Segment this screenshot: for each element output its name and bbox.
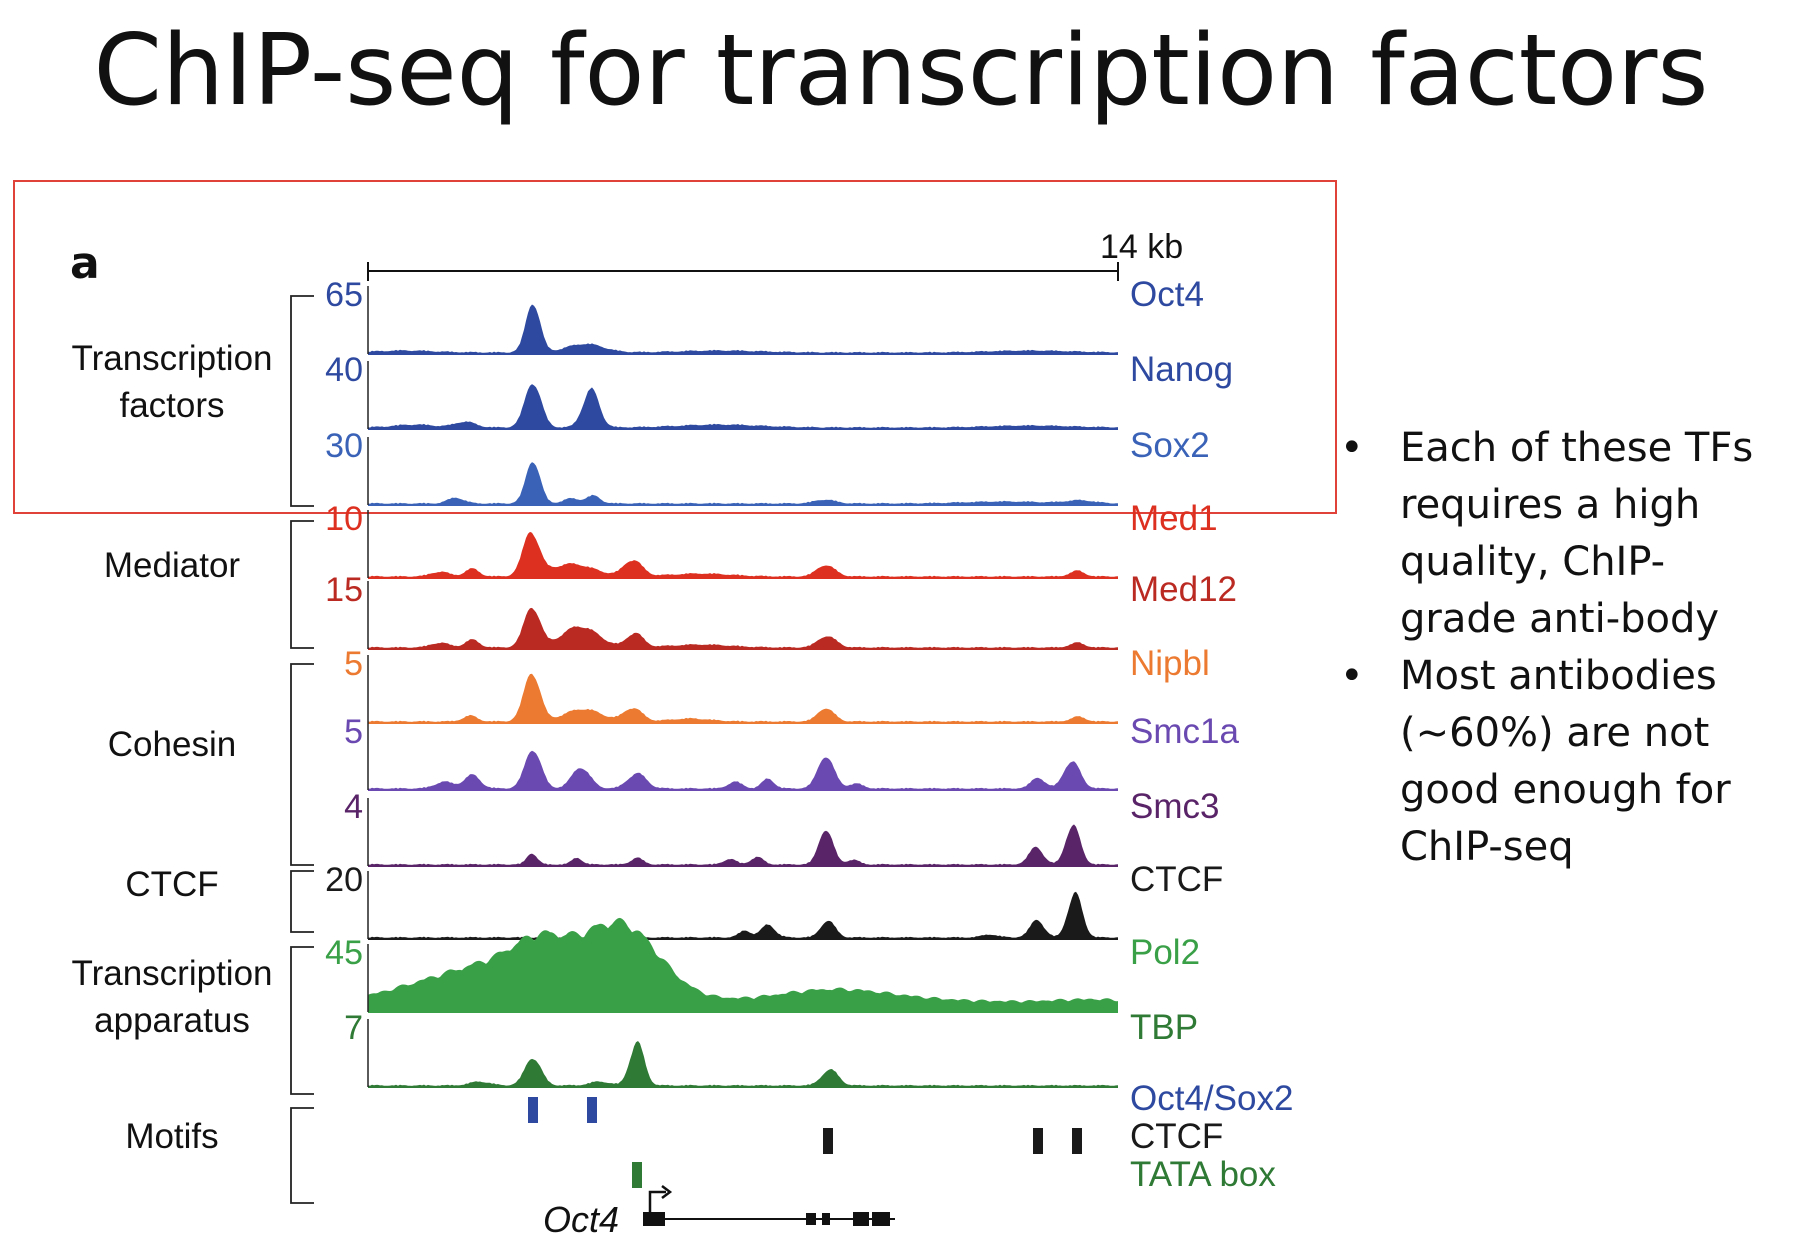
track-name-label: Nanog — [1130, 350, 1233, 389]
gene-label: Oct4 — [543, 1199, 619, 1240]
bullet-list: • Each of these TFs requires a high quali… — [1340, 420, 1780, 876]
track-max-label: 15 — [325, 571, 363, 609]
scale-bar-label: 14 kb — [1100, 228, 1183, 266]
motif-site — [528, 1097, 538, 1123]
track-max-label: 10 — [325, 500, 363, 538]
track-ctcf: 20 CTCF — [325, 860, 1223, 940]
track-med1: 10 Med1 — [325, 499, 1218, 579]
chipseq-figure: a 14 kb 65 Oct4 40 Nanog 30 Sox2 10 Med1 15 Med12… — [13, 180, 1337, 1240]
motif-label: TATA box — [1130, 1155, 1276, 1194]
signal-tbp — [368, 1041, 1118, 1087]
motif-label: CTCF — [1130, 1117, 1223, 1156]
track-name-label: Med1 — [1130, 499, 1218, 538]
signal-smc1a — [368, 750, 1118, 790]
track-max-label: 40 — [325, 351, 363, 389]
signal-med12 — [368, 607, 1118, 649]
motif-site — [823, 1128, 833, 1154]
bullet-dot-icon: • — [1340, 653, 1364, 699]
group-label: CTCF — [125, 865, 218, 904]
track-oct4: 65 Oct4 — [325, 275, 1204, 355]
track-pol2: 45 Pol2 — [325, 917, 1200, 1013]
group-label: Transcription — [72, 954, 273, 993]
track-name-label: Smc1a — [1130, 712, 1239, 751]
track-max-label: 5 — [344, 645, 363, 683]
signal-nanog — [368, 384, 1118, 429]
group-bracket — [290, 295, 314, 507]
track-med12: 15 Med12 — [325, 570, 1237, 650]
motif-site — [1072, 1128, 1082, 1154]
group-bracket — [290, 1107, 314, 1204]
track-name-label: Pol2 — [1130, 933, 1200, 972]
motif-site — [632, 1162, 642, 1188]
group-label: factors — [119, 386, 224, 425]
track-name-label: TBP — [1130, 1008, 1198, 1047]
bullet-dot-icon: • — [1340, 425, 1364, 471]
panel-label: a — [70, 238, 100, 289]
track-name-label: Nipbl — [1130, 644, 1210, 683]
motif-tata-box: TATA box — [632, 1155, 1276, 1194]
group-label: Mediator — [104, 546, 241, 585]
motif-site — [1033, 1128, 1043, 1154]
group-bracket — [290, 946, 314, 1095]
signal-pol2 — [368, 917, 1118, 1012]
track-name-label: CTCF — [1130, 860, 1223, 899]
track-smc1a: 5 Smc1a — [344, 712, 1239, 791]
track-max-label: 20 — [325, 861, 363, 899]
signal-med1 — [368, 531, 1118, 578]
bullet-text: Each of these TFs requires a high qualit… — [1400, 425, 1754, 642]
bullet-text: Most antibodies (~60%) are not good enou… — [1400, 653, 1731, 870]
group-cohesin: Cohesin — [108, 663, 314, 866]
group-bracket — [290, 870, 314, 933]
group-transcription-apparatus: Transcription apparatus — [72, 946, 314, 1095]
group-label: Transcription — [72, 339, 273, 378]
group-ctcf: CTCF — [125, 865, 314, 933]
track-max-label: 5 — [344, 713, 363, 751]
signal-sox2 — [368, 462, 1118, 505]
signal-oct4 — [368, 304, 1118, 354]
gene-model: Oct4 — [543, 1185, 895, 1240]
signal-smc3 — [368, 824, 1118, 866]
slide-title: ChIP-seq for transcription factors — [93, 14, 1709, 128]
track-name-label: Oct4 — [1130, 275, 1204, 314]
motif-oct4-sox2: Oct4/Sox2 — [528, 1079, 1293, 1123]
track-max-label: 30 — [325, 427, 363, 465]
group-label: Cohesin — [108, 725, 236, 764]
track-max-label: 7 — [344, 1009, 363, 1047]
track-nanog: 40 Nanog — [325, 350, 1233, 430]
track-max-label: 4 — [344, 788, 363, 826]
track-sox2: 30 Sox2 — [325, 426, 1210, 506]
track-tbp: 7 TBP — [344, 1008, 1198, 1088]
motif-site — [587, 1097, 597, 1123]
track-name-label: Med12 — [1130, 570, 1237, 609]
group-mediator: Mediator — [104, 520, 314, 649]
scale-bar: 14 kb — [367, 228, 1183, 281]
track-name-label: Smc3 — [1130, 787, 1219, 826]
motif-label: Oct4/Sox2 — [1130, 1079, 1293, 1118]
highlight-box — [13, 180, 1337, 514]
group-label: apparatus — [94, 1001, 250, 1040]
track-nipbl: 5 Nipbl — [344, 644, 1210, 724]
track-smc3: 4 Smc3 — [344, 787, 1219, 867]
track-name-label: Sox2 — [1130, 426, 1210, 465]
signal-ctcf — [368, 891, 1118, 939]
group-transcription-factors: Transcription factors — [72, 295, 314, 507]
bullet-item: • Most antibodies (~60%) are not good eno… — [1340, 648, 1780, 876]
group-bracket — [290, 663, 314, 866]
group-bracket — [290, 520, 314, 649]
motif-ctcf: CTCF — [823, 1117, 1223, 1156]
group-label: Motifs — [125, 1117, 218, 1156]
bullet-item: • Each of these TFs requires a high quali… — [1340, 420, 1780, 648]
signal-nipbl — [368, 673, 1118, 723]
group-motifs: Motifs — [125, 1107, 314, 1204]
track-max-label: 65 — [325, 276, 363, 314]
track-max-label: 45 — [325, 934, 363, 972]
